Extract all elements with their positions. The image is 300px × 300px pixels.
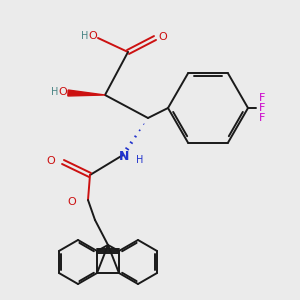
Text: F: F bbox=[259, 103, 266, 113]
Text: F: F bbox=[259, 93, 266, 103]
Text: O: O bbox=[158, 32, 167, 42]
Text: O: O bbox=[88, 31, 97, 41]
Text: H: H bbox=[81, 31, 88, 41]
Text: O: O bbox=[67, 197, 76, 207]
Text: O: O bbox=[58, 87, 67, 97]
Text: H: H bbox=[51, 87, 58, 97]
Polygon shape bbox=[68, 90, 105, 96]
Text: O: O bbox=[46, 156, 55, 166]
Text: F: F bbox=[259, 113, 266, 123]
Text: H: H bbox=[136, 155, 143, 165]
Text: N: N bbox=[119, 149, 129, 163]
